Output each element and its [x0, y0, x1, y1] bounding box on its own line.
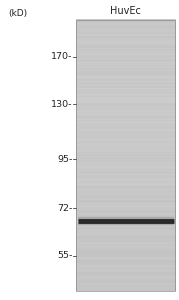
- Text: 170-: 170-: [51, 52, 72, 61]
- Text: 55-: 55-: [57, 251, 72, 260]
- Text: 95-: 95-: [57, 155, 72, 164]
- Text: HuvEc: HuvEc: [110, 7, 141, 16]
- Text: (kD): (kD): [8, 9, 27, 18]
- Text: 130-: 130-: [51, 100, 72, 109]
- Text: 72-: 72-: [57, 204, 72, 213]
- Bar: [76, 20, 175, 291]
